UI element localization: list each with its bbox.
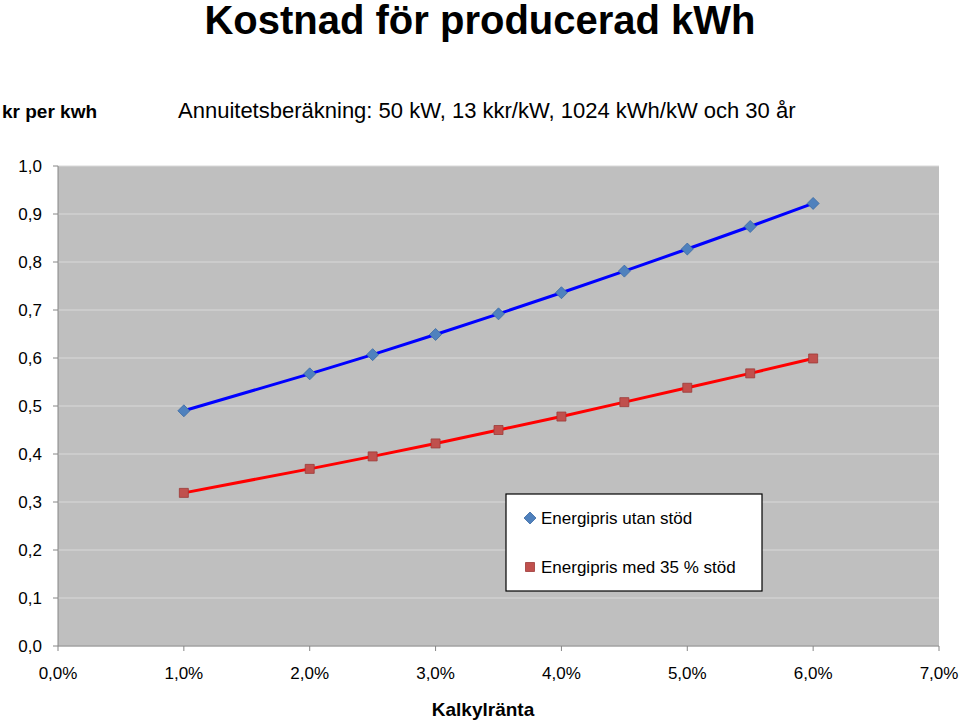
y-tick-label: 0,9: [18, 205, 42, 224]
grid-line: [58, 502, 939, 503]
y-tick-label: 0,3: [18, 493, 42, 512]
y-tick-label: 0,6: [18, 349, 42, 368]
x-tick: [183, 646, 184, 651]
marker: [618, 265, 630, 277]
marker: [681, 243, 693, 255]
y-tick: [53, 214, 58, 215]
legend-label: Energipris utan stöd: [541, 509, 692, 528]
title: Kostnad för producerad kWh: [204, 0, 755, 42]
grid-line: [58, 262, 939, 263]
marker: [305, 464, 314, 473]
y-tick-label: 1,0: [18, 157, 42, 176]
grid-line: [58, 454, 939, 455]
series-group: [178, 197, 819, 497]
legend-marker: [524, 512, 536, 524]
marker: [494, 426, 503, 435]
y-tick-label: 0,7: [18, 301, 42, 320]
x-tick-label: 4,0%: [542, 664, 581, 683]
y-tick-label: 0,8: [18, 253, 42, 272]
y-tick: [53, 646, 58, 647]
legend-box: [506, 494, 762, 591]
x-tick-label: 7,0%: [920, 664, 959, 683]
x-tick-label: 1,0%: [164, 664, 203, 683]
marker: [809, 354, 818, 363]
plot-area: [58, 166, 939, 646]
y-tick: [53, 166, 58, 167]
marker: [807, 197, 819, 209]
y-tick: [53, 502, 58, 503]
y-tick-label: 0,4: [18, 445, 42, 464]
x-tick-label: 2,0%: [290, 664, 329, 683]
x-tick: [309, 646, 310, 651]
y-tick-label: 0,5: [18, 397, 42, 416]
grid-line: [58, 406, 939, 407]
grid-line: [58, 358, 939, 359]
x-tick-label: 0,0%: [39, 664, 78, 683]
marker: [557, 412, 566, 421]
legend-label: Energipris med 35 % stöd: [541, 558, 736, 577]
grid-line: [58, 550, 939, 551]
x-tick: [939, 646, 940, 651]
y-tick: [53, 454, 58, 455]
series-line: [184, 358, 813, 492]
subtitle: Annuitetsberäkning: 50 kW, 13 kkr/kW, 10…: [178, 98, 796, 123]
y-tick: [53, 262, 58, 263]
y-tick-label: 0,2: [18, 541, 42, 560]
grid-line: [58, 646, 939, 647]
legend-marker: [526, 563, 535, 572]
y-tick: [53, 406, 58, 407]
marker: [368, 452, 377, 461]
x-tick: [58, 646, 59, 651]
y-tick: [53, 310, 58, 311]
x-tick: [435, 646, 436, 651]
marker: [367, 349, 379, 361]
marker: [178, 405, 190, 417]
grid-line: [58, 214, 939, 215]
marker: [744, 220, 756, 232]
marker: [683, 383, 692, 392]
x-tick: [813, 646, 814, 651]
marker: [431, 439, 440, 448]
y-axis-label: kr per kwh: [2, 101, 97, 122]
y-axis: [58, 166, 59, 646]
marker: [493, 308, 505, 320]
x-tick: [687, 646, 688, 651]
marker: [555, 287, 567, 299]
marker: [179, 488, 188, 497]
marker: [746, 369, 755, 378]
x-axis: [58, 646, 939, 647]
x-tick: [561, 646, 562, 651]
grid-line: [58, 598, 939, 599]
marker: [430, 328, 442, 340]
marker: [620, 398, 629, 407]
y-tick: [53, 358, 58, 359]
x-tick-label: 3,0%: [416, 664, 455, 683]
y-tick: [53, 598, 58, 599]
y-tick-label: 0,1: [18, 589, 42, 608]
y-tick: [53, 550, 58, 551]
y-tick-label: 0,0: [18, 637, 42, 656]
x-tick-label: 6,0%: [794, 664, 833, 683]
legend: Energipris utan stöd Energipris med 35 % …: [506, 494, 762, 591]
grid-line: [58, 166, 939, 167]
chart: Kostnad för producerad kWh Annuitetsberäk…: [0, 0, 960, 722]
marker: [304, 368, 316, 380]
x-axis-label: Kalkylränta: [432, 699, 535, 720]
x-tick-label: 5,0%: [668, 664, 707, 683]
